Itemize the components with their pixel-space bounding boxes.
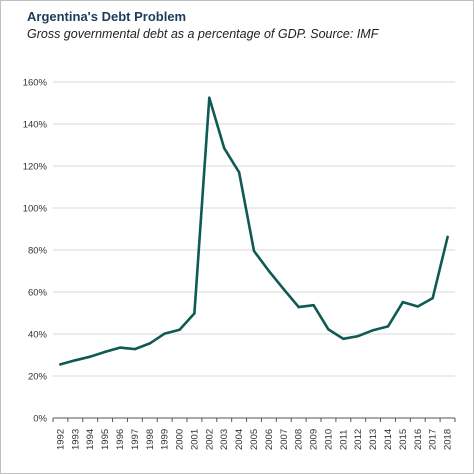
series-line bbox=[59, 96, 449, 366]
x-tick-label: 1994 bbox=[85, 429, 96, 450]
x-tick-label: 1998 bbox=[145, 429, 156, 450]
y-tick-label: 140% bbox=[23, 120, 48, 131]
y-tick-label: 40% bbox=[28, 330, 48, 341]
data-point bbox=[416, 305, 419, 308]
data-point bbox=[342, 337, 345, 341]
y-tick-label: 160% bbox=[23, 78, 48, 89]
x-tick-label: 2001 bbox=[189, 429, 200, 450]
data-point bbox=[371, 329, 375, 332]
y-tick-label: 0% bbox=[33, 414, 47, 425]
y-tick-label: 60% bbox=[28, 288, 48, 299]
x-tick-label: 2018 bbox=[443, 429, 454, 450]
x-tick-label: 2005 bbox=[249, 429, 260, 450]
data-point bbox=[89, 355, 92, 358]
data-point bbox=[282, 288, 285, 291]
data-point bbox=[446, 235, 449, 239]
x-tick-label: 2008 bbox=[294, 429, 305, 450]
y-tick-label: 100% bbox=[23, 204, 48, 215]
data-point bbox=[163, 332, 166, 335]
x-tick-label: 2004 bbox=[234, 429, 245, 450]
data-point bbox=[357, 334, 360, 338]
y-tick-label: 120% bbox=[23, 162, 48, 173]
x-tick-label: 2010 bbox=[323, 429, 334, 450]
x-tick-label: 2011 bbox=[338, 430, 349, 450]
x-tick-label: 2000 bbox=[175, 429, 186, 450]
data-point bbox=[431, 296, 434, 300]
chart-title: Argentina's Debt Problem bbox=[27, 9, 187, 24]
x-tick-label: 1996 bbox=[115, 429, 126, 450]
data-point bbox=[118, 346, 122, 349]
data-point bbox=[178, 328, 181, 331]
x-tick-label: 1997 bbox=[130, 429, 141, 450]
x-tick-label: 2013 bbox=[368, 429, 379, 450]
data-point bbox=[267, 269, 271, 273]
x-tick-label: 1992 bbox=[55, 429, 66, 450]
data-point bbox=[237, 171, 241, 174]
x-tick-label: 2003 bbox=[219, 429, 230, 450]
data-point bbox=[133, 347, 137, 351]
data-point bbox=[103, 350, 107, 354]
data-point bbox=[401, 300, 405, 304]
x-tick-label: 2015 bbox=[398, 429, 409, 450]
x-tick-label: 2016 bbox=[413, 429, 424, 450]
x-tick-label: 1993 bbox=[70, 429, 81, 450]
data-point bbox=[148, 342, 151, 345]
chart-subtitle: Gross governmental debt as a percentage … bbox=[27, 27, 379, 41]
data-point bbox=[327, 328, 330, 331]
x-tick-label: 2002 bbox=[204, 429, 215, 450]
data-point bbox=[252, 249, 256, 253]
data-point bbox=[312, 304, 315, 307]
x-tick-label: 1995 bbox=[100, 429, 111, 450]
data-point bbox=[193, 312, 196, 315]
x-tick-label: 2017 bbox=[428, 429, 439, 450]
x-tick-label: 2009 bbox=[309, 429, 320, 450]
x-tick-label: 2012 bbox=[353, 429, 364, 450]
x-tick-label: 2007 bbox=[279, 429, 290, 450]
x-tick-label: 2014 bbox=[383, 429, 394, 450]
data-point bbox=[223, 146, 226, 150]
x-tick-label: 2006 bbox=[264, 429, 275, 450]
data-point bbox=[59, 363, 62, 366]
y-tick-label: 80% bbox=[28, 246, 48, 257]
data-point bbox=[297, 305, 300, 309]
data-point bbox=[386, 325, 390, 328]
data-point bbox=[74, 359, 77, 362]
x-tick-label: 1999 bbox=[160, 429, 171, 450]
y-tick-label: 20% bbox=[28, 372, 48, 383]
data-point bbox=[208, 96, 211, 99]
